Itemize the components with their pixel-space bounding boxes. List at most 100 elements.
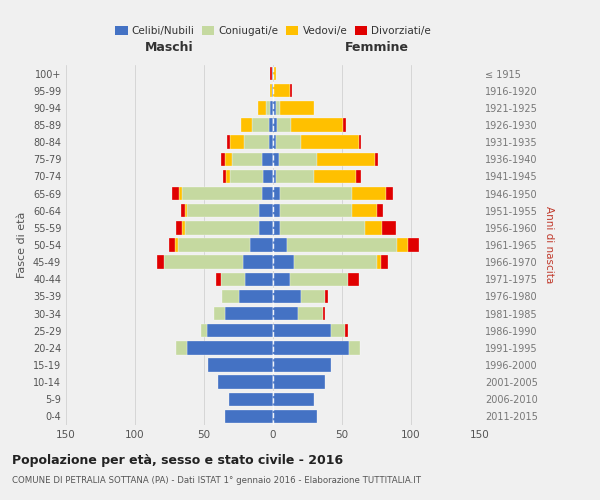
Y-axis label: Fasce di età: Fasce di età	[17, 212, 27, 278]
Bar	[201, 324, 207, 338]
Bar	[301, 290, 325, 303]
Bar	[347, 272, 359, 286]
Bar	[230, 136, 244, 149]
Bar	[365, 221, 382, 234]
Bar	[280, 204, 352, 218]
Text: Maschi: Maschi	[145, 41, 194, 54]
Bar	[185, 221, 259, 234]
Bar	[331, 324, 345, 338]
Bar	[273, 358, 331, 372]
Bar	[182, 187, 262, 200]
Bar	[276, 136, 301, 149]
Bar	[273, 410, 317, 423]
Bar	[323, 307, 325, 320]
Bar	[232, 152, 262, 166]
Bar	[176, 341, 187, 354]
Bar	[269, 136, 273, 149]
Bar	[287, 238, 397, 252]
Bar	[273, 84, 290, 98]
Bar	[217, 272, 221, 286]
Bar	[290, 272, 347, 286]
Bar	[352, 187, 386, 200]
Bar	[380, 256, 388, 269]
Bar	[244, 136, 269, 149]
Bar	[273, 204, 280, 218]
Bar	[176, 221, 182, 234]
Bar	[273, 272, 290, 286]
Bar	[207, 324, 273, 338]
Bar	[273, 170, 276, 183]
Bar	[273, 392, 314, 406]
Bar	[221, 152, 224, 166]
Bar	[377, 256, 380, 269]
Bar	[317, 152, 375, 166]
Bar	[408, 238, 419, 252]
Bar	[377, 204, 383, 218]
Bar	[218, 376, 273, 389]
Bar	[214, 307, 224, 320]
Bar	[229, 392, 273, 406]
Bar	[280, 221, 365, 234]
Bar	[253, 118, 269, 132]
Legend: Celibi/Nubili, Coniugati/e, Vedovi/e, Divorziati/e: Celibi/Nubili, Coniugati/e, Vedovi/e, Di…	[111, 22, 435, 40]
Bar	[349, 341, 360, 354]
Bar	[273, 376, 325, 389]
Bar	[301, 136, 359, 149]
Bar	[182, 221, 185, 234]
Bar	[272, 84, 273, 98]
Bar	[352, 204, 377, 218]
Bar	[179, 187, 182, 200]
Bar	[273, 324, 331, 338]
Bar	[314, 170, 356, 183]
Bar	[223, 170, 226, 183]
Bar	[224, 152, 232, 166]
Bar	[224, 410, 273, 423]
Bar	[386, 187, 393, 200]
Text: Popolazione per età, sesso e stato civile - 2016: Popolazione per età, sesso e stato civil…	[12, 454, 343, 467]
Bar	[280, 187, 352, 200]
Bar	[227, 136, 230, 149]
Bar	[242, 256, 273, 269]
Bar	[258, 101, 266, 114]
Bar	[356, 170, 361, 183]
Bar	[245, 272, 273, 286]
Bar	[175, 238, 178, 252]
Bar	[273, 256, 294, 269]
Bar	[273, 341, 349, 354]
Bar	[298, 307, 323, 320]
Bar	[266, 101, 270, 114]
Bar	[259, 221, 273, 234]
Bar	[187, 341, 273, 354]
Bar	[221, 272, 245, 286]
Bar	[375, 152, 378, 166]
Bar	[239, 290, 273, 303]
Bar	[290, 84, 292, 98]
Bar	[185, 204, 187, 218]
Bar	[273, 67, 276, 80]
Bar	[277, 118, 291, 132]
Bar	[169, 238, 175, 252]
Bar	[294, 256, 377, 269]
Bar	[270, 67, 272, 80]
Bar	[262, 152, 273, 166]
Bar	[272, 67, 273, 80]
Bar	[269, 118, 273, 132]
Bar	[345, 324, 347, 338]
Bar	[273, 221, 280, 234]
Bar	[157, 256, 164, 269]
Bar	[276, 101, 280, 114]
Bar	[226, 170, 230, 183]
Bar	[230, 170, 263, 183]
Bar	[250, 238, 273, 252]
Bar	[172, 187, 179, 200]
Bar	[273, 152, 278, 166]
Bar	[273, 101, 276, 114]
Bar	[224, 307, 273, 320]
Bar	[325, 290, 328, 303]
Bar	[397, 238, 408, 252]
Bar	[276, 170, 314, 183]
Bar	[273, 307, 298, 320]
Y-axis label: Anni di nascita: Anni di nascita	[544, 206, 554, 284]
Bar	[280, 101, 314, 114]
Bar	[270, 101, 273, 114]
